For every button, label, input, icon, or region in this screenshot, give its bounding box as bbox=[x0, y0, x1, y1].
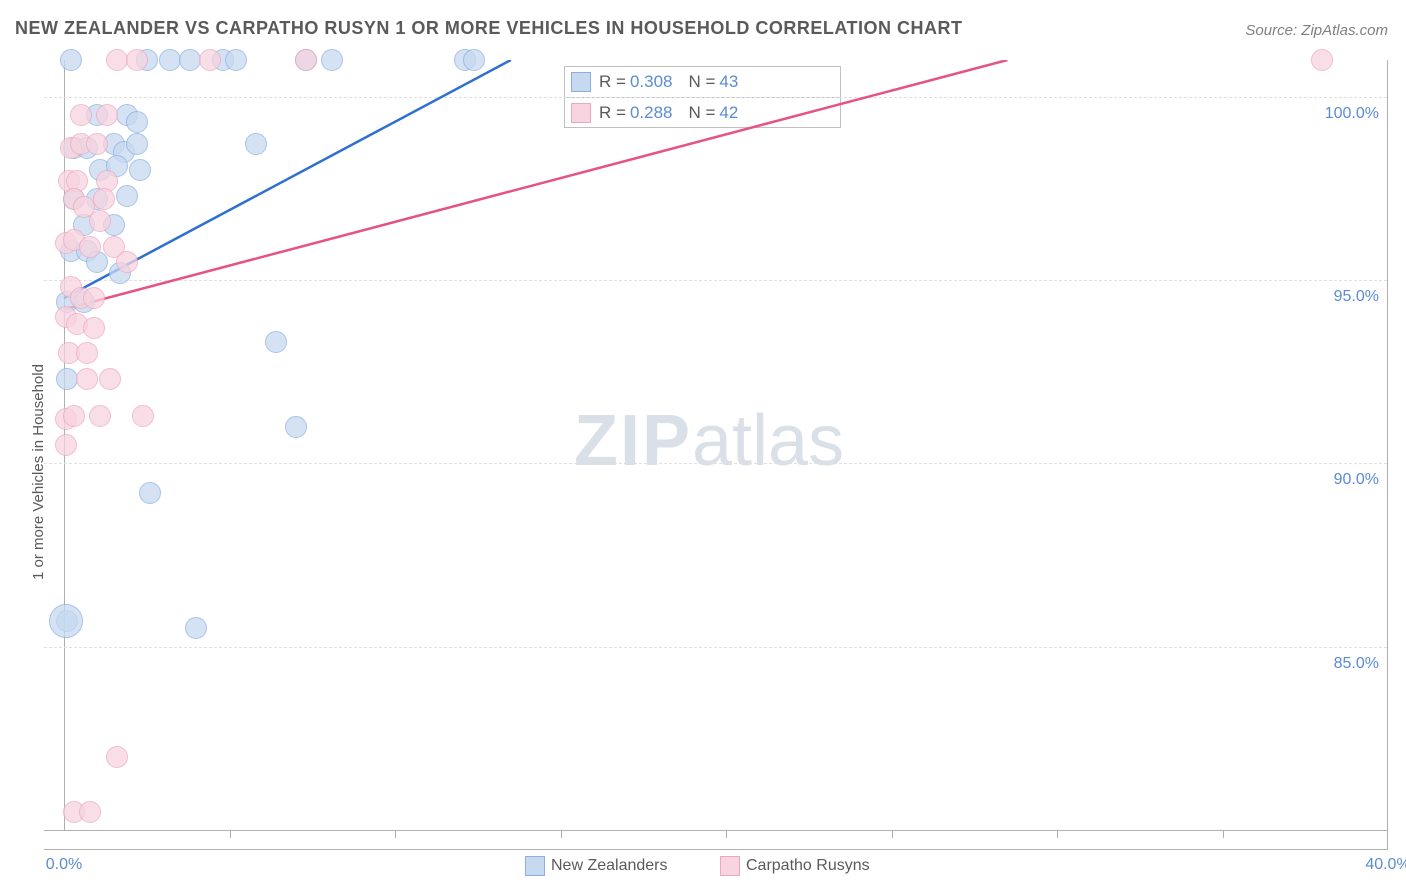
y-tick-label: 100.0% bbox=[1325, 105, 1379, 123]
legend-item-cr: Carpatho Rusyns bbox=[720, 856, 870, 876]
n-value-cr: 42 bbox=[719, 103, 738, 123]
scatter-point bbox=[116, 251, 138, 273]
legend-item-nz: New Zealanders bbox=[525, 856, 668, 876]
source-value: ZipAtlas.com bbox=[1301, 22, 1388, 39]
scatter-point bbox=[60, 49, 82, 71]
scatter-point-large bbox=[49, 604, 83, 638]
scatter-point bbox=[76, 368, 98, 390]
y-tick-label: 85.0% bbox=[1334, 655, 1379, 673]
r-label: R = bbox=[599, 72, 626, 92]
scatter-point bbox=[106, 746, 128, 768]
scatter-point bbox=[93, 188, 115, 210]
scatter-point bbox=[179, 49, 201, 71]
scatter-point bbox=[126, 133, 148, 155]
scatter-point bbox=[285, 416, 307, 438]
scatter-point bbox=[99, 368, 121, 390]
chart-title: NEW ZEALANDER VS CARPATHO RUSYN 1 OR MOR… bbox=[15, 18, 963, 39]
legend-swatch-nz bbox=[525, 856, 545, 876]
scatter-point bbox=[55, 434, 77, 456]
scatter-point bbox=[63, 405, 85, 427]
n-label: N = bbox=[688, 72, 715, 92]
x-minor-tick bbox=[1057, 830, 1058, 838]
r-value-nz: 0.308 bbox=[630, 72, 673, 92]
x-minor-tick bbox=[892, 830, 893, 838]
scatter-point bbox=[129, 159, 151, 181]
scatter-point bbox=[321, 49, 343, 71]
legend-label-nz: New Zealanders bbox=[551, 857, 668, 875]
scatter-point bbox=[139, 482, 161, 504]
x-minor-tick bbox=[395, 830, 396, 838]
scatter-point bbox=[79, 801, 101, 823]
gridline-h bbox=[44, 280, 1387, 281]
x-minor-tick bbox=[230, 830, 231, 838]
source-label: Source: bbox=[1245, 22, 1301, 39]
scatter-point bbox=[116, 185, 138, 207]
stats-row-nz: R = 0.308 N = 43 bbox=[565, 67, 840, 97]
scatter-point bbox=[56, 368, 78, 390]
plot-area: ZIPatlas R = 0.308 N = 43 R = 0.288 N = … bbox=[44, 60, 1388, 850]
n-label: N = bbox=[688, 103, 715, 123]
r-value-cr: 0.288 bbox=[630, 103, 673, 123]
scatter-point bbox=[185, 617, 207, 639]
scatter-point bbox=[96, 104, 118, 126]
stats-swatch-nz bbox=[571, 72, 591, 92]
x-axis-line bbox=[44, 830, 1388, 831]
scatter-point bbox=[295, 49, 317, 71]
y-tick-label: 95.0% bbox=[1334, 288, 1379, 306]
scatter-point bbox=[126, 111, 148, 133]
x-tick-label: 40.0% bbox=[1358, 856, 1406, 874]
scatter-point bbox=[463, 49, 485, 71]
y-tick-label: 90.0% bbox=[1334, 471, 1379, 489]
watermark-logo: ZIPatlas bbox=[574, 400, 844, 482]
gridline-h bbox=[44, 463, 1387, 464]
scatter-point bbox=[245, 133, 267, 155]
r-label: R = bbox=[599, 103, 626, 123]
gridline-h bbox=[44, 647, 1387, 648]
scatter-point bbox=[76, 342, 98, 364]
scatter-point bbox=[86, 133, 108, 155]
trend-lines bbox=[44, 60, 1388, 850]
legend-label-cr: Carpatho Rusyns bbox=[746, 857, 870, 875]
x-tick-label: 0.0% bbox=[34, 856, 94, 874]
scatter-point bbox=[199, 49, 221, 71]
scatter-point bbox=[126, 49, 148, 71]
scatter-point bbox=[89, 405, 111, 427]
scatter-point bbox=[225, 49, 247, 71]
scatter-point bbox=[70, 104, 92, 126]
stats-row-cr: R = 0.288 N = 42 bbox=[565, 97, 840, 127]
watermark-zip: ZIP bbox=[574, 401, 692, 481]
legend-swatch-cr bbox=[720, 856, 740, 876]
watermark-atlas: atlas bbox=[692, 401, 844, 481]
scatter-point bbox=[1311, 49, 1333, 71]
source-attribution: Source: ZipAtlas.com bbox=[1245, 22, 1388, 39]
scatter-point bbox=[83, 287, 105, 309]
scatter-point bbox=[89, 210, 111, 232]
scatter-point bbox=[159, 49, 181, 71]
scatter-point bbox=[106, 49, 128, 71]
n-value-nz: 43 bbox=[719, 72, 738, 92]
scatter-point bbox=[83, 317, 105, 339]
x-minor-tick bbox=[561, 830, 562, 838]
x-minor-tick bbox=[1223, 830, 1224, 838]
scatter-point bbox=[79, 236, 101, 258]
x-minor-tick bbox=[726, 830, 727, 838]
scatter-point bbox=[132, 405, 154, 427]
gridline-h bbox=[44, 97, 1387, 98]
stats-swatch-cr bbox=[571, 103, 591, 123]
scatter-point bbox=[265, 331, 287, 353]
